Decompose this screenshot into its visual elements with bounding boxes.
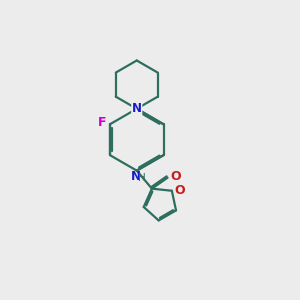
Text: N: N (131, 170, 141, 183)
Text: O: O (175, 184, 185, 197)
Text: O: O (170, 170, 181, 183)
Text: N: N (132, 102, 142, 115)
Text: H: H (138, 173, 146, 183)
Text: F: F (98, 116, 106, 129)
